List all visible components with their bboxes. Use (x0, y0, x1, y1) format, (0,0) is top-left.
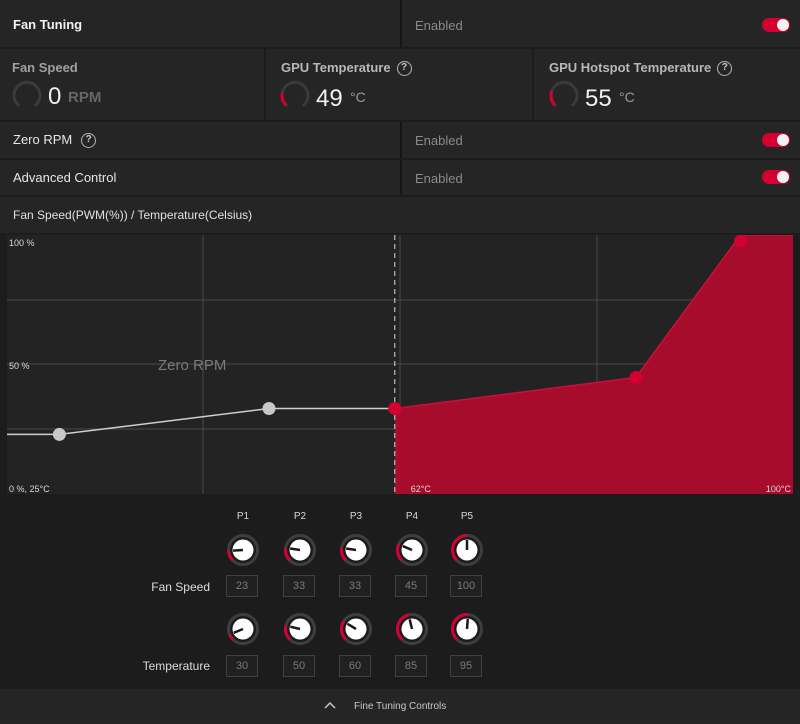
point-label-p3: P3 (349, 511, 363, 522)
active-curve-line (394, 235, 793, 410)
page-title: Fan Tuning (13, 17, 83, 32)
fan-speed-knob-p4[interactable] (396, 534, 428, 566)
y-tick-50: 50 % (9, 361, 30, 371)
gpu-temp-card: GPU Temperature? 49 °C (266, 49, 532, 120)
zero-rpm-row: Zero RPM? Enabled (0, 122, 800, 158)
fan-speed-value: 0 (48, 83, 62, 110)
temperature-input-p4[interactable]: 85 (395, 655, 427, 677)
curve-point-p2[interactable] (262, 402, 276, 416)
fan-speed-input-p1[interactable]: 23 (226, 575, 258, 597)
temperature-input-p2[interactable]: 50 (283, 655, 315, 677)
point-label-p4: P4 (405, 511, 419, 522)
gpu-temp-title: GPU Temperature? (281, 60, 412, 77)
advanced-control-label: Advanced Control (13, 170, 117, 185)
fan-speed-knob-p2[interactable] (284, 534, 316, 566)
chart-title-row: Fan Speed(PWM(%)) / Temperature(Celsius) (0, 197, 800, 233)
hotspot-temp-help-icon[interactable]: ? (717, 61, 733, 77)
zero-rpm-zone-label: Zero RPM (158, 357, 227, 374)
divider (400, 122, 402, 158)
fan-speed-input-p3[interactable]: 33 (339, 575, 371, 597)
gpu-temp-title-text: GPU Temperature (281, 60, 391, 75)
fan-tuning-header: Fan Tuning Enabled (0, 0, 800, 47)
temperature-knob-p1[interactable] (227, 613, 259, 645)
fine-tuning-footer[interactable]: Fine Tuning Controls (0, 689, 800, 724)
advanced-control-status: Enabled (415, 171, 463, 186)
curve-point-threshold[interactable] (388, 402, 402, 416)
temperature-input-p1[interactable]: 30 (226, 655, 258, 677)
zero-rpm-status: Enabled (415, 133, 463, 148)
divider (400, 0, 402, 47)
metrics-row: Fan Speed 0 RPM GPU Temperature? 49 °C G… (0, 49, 800, 120)
x-tick-max: 100°C (765, 484, 791, 494)
fan-speed-knob-p1[interactable] (227, 534, 259, 566)
fan-speed-input-p2[interactable]: 33 (283, 575, 315, 597)
fan-speed-knob-p3[interactable] (340, 534, 372, 566)
divider (400, 160, 402, 195)
point-label-p1: P1 (236, 511, 250, 522)
fan-speed-row-label: Fan Speed (151, 580, 210, 594)
zero-rpm-help-icon[interactable]: ? (81, 133, 97, 149)
advanced-control-toggle[interactable] (762, 170, 790, 184)
gpu-temp-help-icon[interactable]: ? (396, 61, 412, 77)
origin-tick: 0 %, 25°C (9, 484, 50, 494)
fan-curve-chart: 100 % 50 % 0 %, 25°C 62°C 100°C Zero RPM (7, 235, 793, 494)
fan-speed-knob-p5[interactable] (451, 534, 483, 566)
fan-speed-title: Fan Speed (12, 60, 78, 75)
curve-point-p1[interactable] (52, 427, 66, 441)
curve-point-p5[interactable] (734, 235, 748, 248)
point-label-p5: P5 (460, 511, 474, 522)
hotspot-temp-value: 55 (585, 85, 612, 112)
fan-speed-gauge-icon (12, 80, 42, 107)
x-tick-threshold: 62°C (410, 484, 431, 494)
hotspot-temp-card: GPU Hotspot Temperature? 55 °C (534, 49, 800, 120)
gpu-temp-unit: °C (350, 89, 366, 105)
advanced-control-row: Advanced Control Enabled (0, 160, 800, 195)
y-tick-100: 100 % (9, 238, 35, 248)
point-label-p2: P2 (293, 511, 307, 522)
temperature-row-label: Temperature (142, 659, 210, 673)
fan-speed-input-p4[interactable]: 45 (395, 575, 427, 597)
temperature-input-p3[interactable]: 60 (339, 655, 371, 677)
fan-speed-unit: RPM (68, 89, 102, 106)
gpu-temp-gauge-icon (280, 80, 310, 107)
hotspot-temp-unit: °C (619, 89, 635, 105)
hotspot-temp-gauge-icon (549, 80, 579, 107)
temperature-knob-p2[interactable] (284, 613, 316, 645)
hotspot-temp-title: GPU Hotspot Temperature? (549, 60, 733, 77)
gpu-temp-value: 49 (316, 85, 343, 112)
fan-curve-svg (7, 235, 793, 494)
fan-tuning-toggle[interactable] (762, 18, 790, 32)
fan-tuning-status: Enabled (415, 18, 463, 33)
curve-point-p4[interactable] (629, 370, 643, 384)
temperature-knob-p5[interactable] (451, 613, 483, 645)
temperature-knob-p4[interactable] (396, 613, 428, 645)
zero-rpm-label: Zero RPM? (13, 132, 97, 149)
fan-speed-input-p5[interactable]: 100 (450, 575, 482, 597)
chart-title: Fan Speed(PWM(%)) / Temperature(Celsius) (13, 208, 253, 222)
hotspot-temp-title-text: GPU Hotspot Temperature (549, 60, 712, 75)
temperature-knob-p3[interactable] (340, 613, 372, 645)
fan-speed-card: Fan Speed 0 RPM (0, 49, 264, 120)
zero-rpm-label-text: Zero RPM (13, 132, 73, 147)
zero-rpm-toggle[interactable] (762, 133, 790, 147)
chevron-up-icon[interactable] (323, 700, 337, 710)
fine-tuning-label[interactable]: Fine Tuning Controls (354, 701, 447, 712)
temperature-input-p5[interactable]: 95 (450, 655, 482, 677)
zero-rpm-curve-line (7, 407, 395, 436)
